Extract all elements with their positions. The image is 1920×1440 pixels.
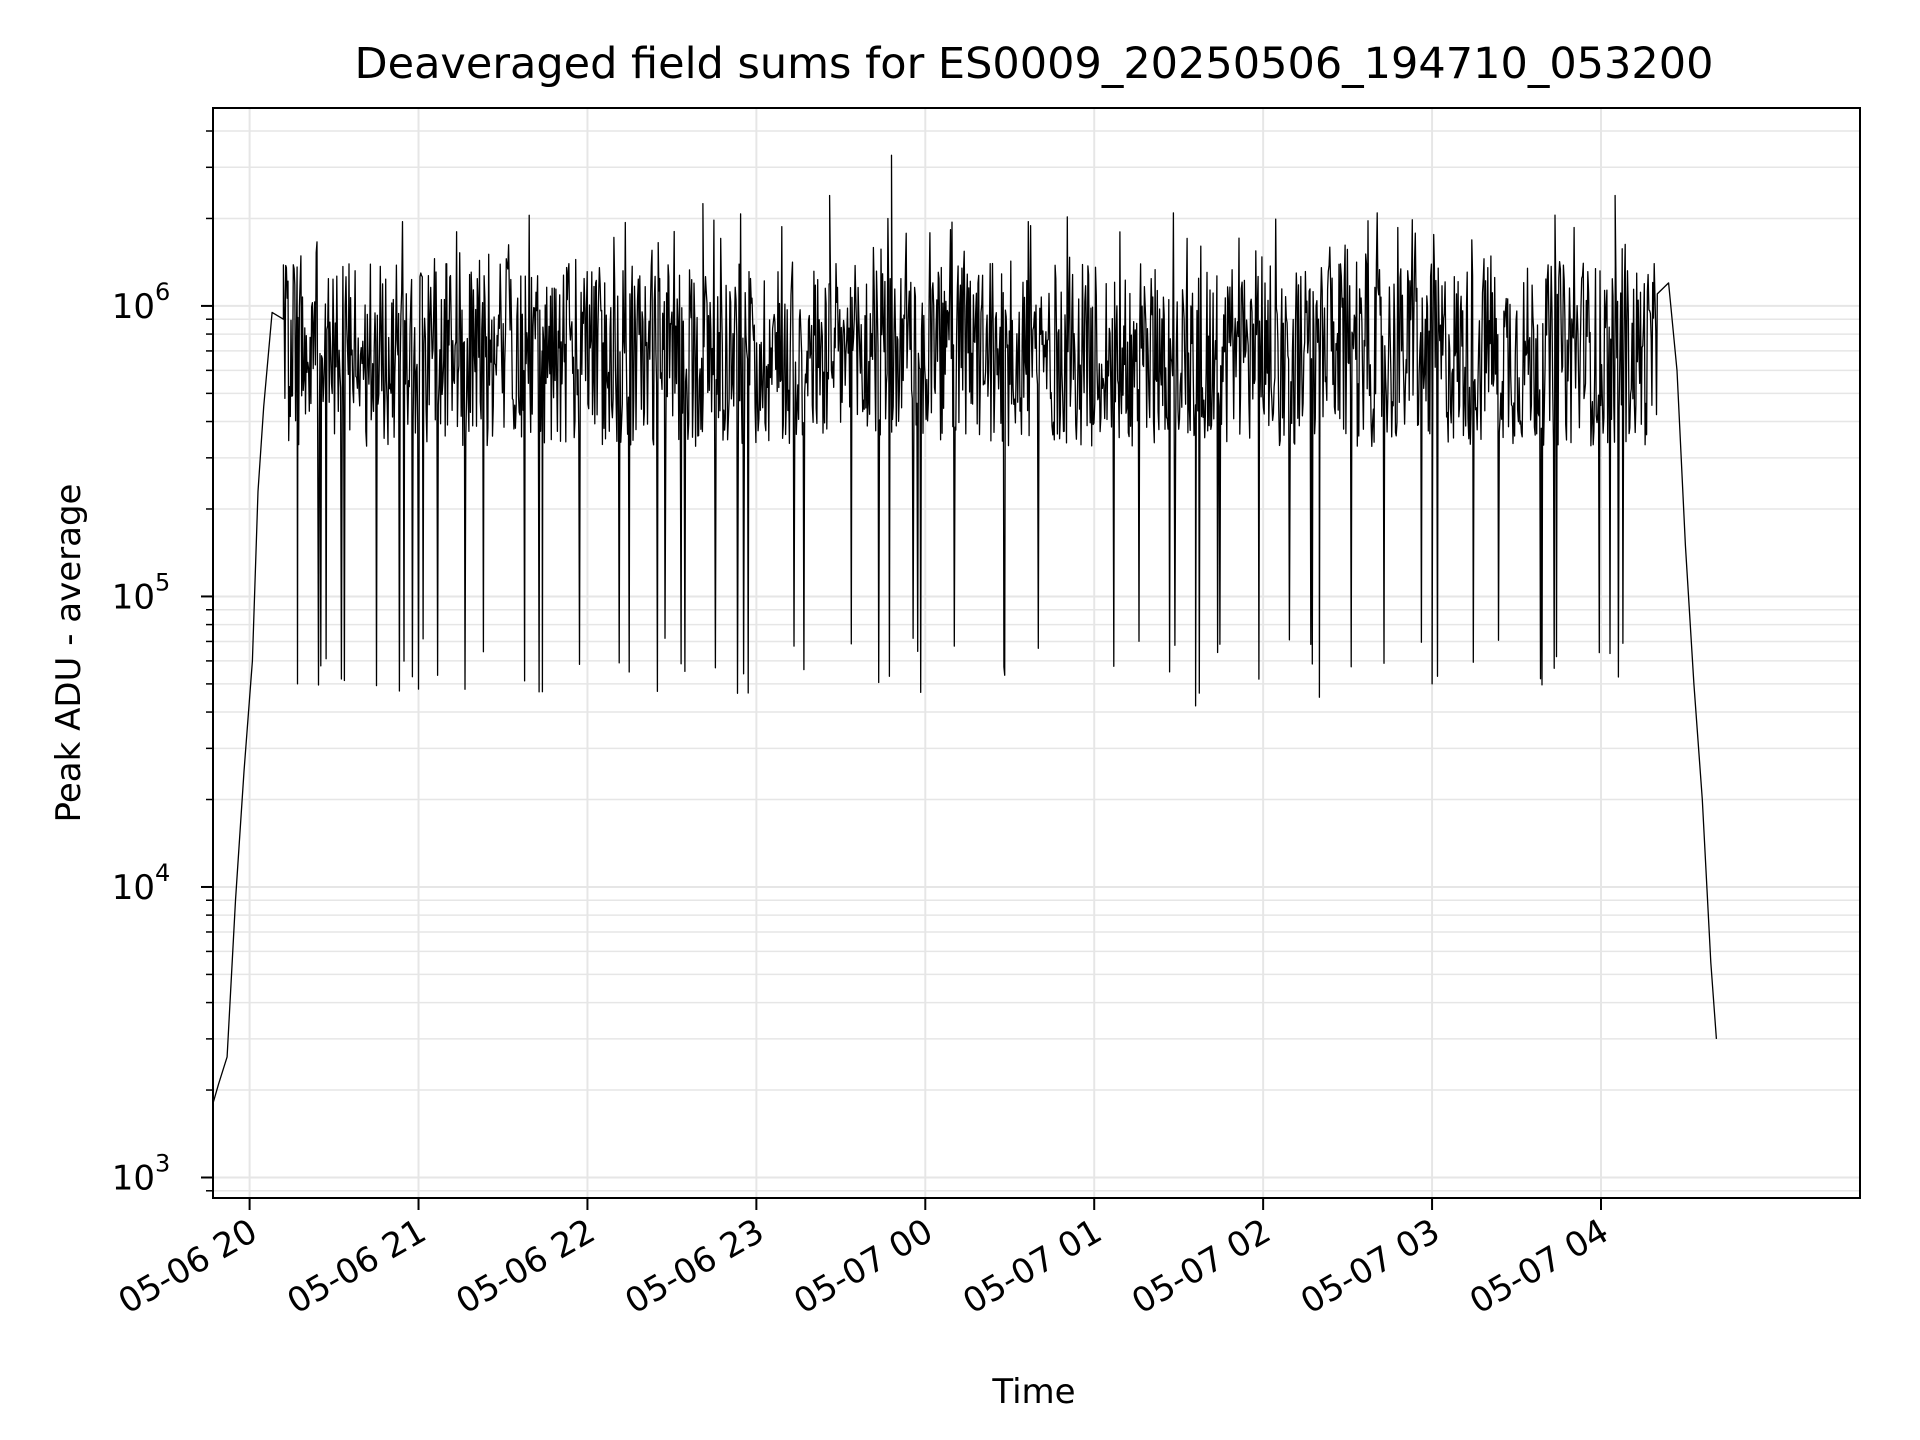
y-tick-exponent: 5 — [155, 568, 170, 596]
y-axis-label: Peak ADU - average — [49, 484, 89, 823]
plot-frame — [212, 107, 1861, 1199]
grid — [213, 108, 1860, 1198]
y-tick-label: 10 — [112, 287, 155, 327]
y-tick-exponent: 3 — [155, 1149, 170, 1177]
y-tick-exponent: 6 — [155, 278, 170, 306]
plot-area — [212, 154, 1718, 1104]
x-axis-label: Time — [991, 1372, 1075, 1412]
series-line — [212, 154, 1718, 1104]
y-tick-exponent: 4 — [155, 859, 170, 887]
y-tick-label: 10 — [112, 577, 155, 617]
y-tick-label: 10 — [112, 1158, 155, 1198]
y-tick-label: 10 — [112, 868, 155, 908]
chart-title: Deaveraged field sums for ES0009_2025050… — [355, 39, 1714, 89]
